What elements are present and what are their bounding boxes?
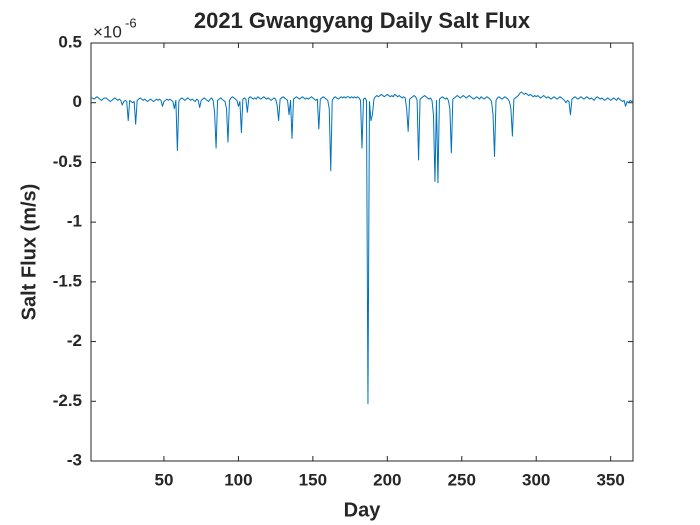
x-tick-label: 150 xyxy=(299,470,327,489)
y-tick-label: -0.5 xyxy=(53,152,82,171)
y-exponent-power: -6 xyxy=(125,15,137,30)
y-tick-label: -3 xyxy=(67,450,82,469)
y-tick-label: 0.5 xyxy=(58,32,82,51)
y-tick-label: 0 xyxy=(73,92,82,111)
x-tick-label: 300 xyxy=(522,470,550,489)
x-tick-label: 350 xyxy=(596,470,624,489)
x-tick-label: 100 xyxy=(224,470,252,489)
y-tick-label: -2 xyxy=(67,331,82,350)
x-axis-label: Day xyxy=(344,499,382,521)
x-tick-label: 50 xyxy=(155,470,174,489)
data-line xyxy=(91,91,634,405)
y-tick-label: -2.5 xyxy=(53,391,82,410)
y-tick-label: -1 xyxy=(67,212,82,231)
x-tick-label: 250 xyxy=(448,470,476,489)
y-tick-label: -1.5 xyxy=(53,271,82,290)
chart-title: 2021 Gwangyang Daily Salt Flux xyxy=(194,8,531,33)
plot-area xyxy=(90,42,634,462)
x-tick-label: 200 xyxy=(373,470,401,489)
y-exponent-base: ×10 xyxy=(93,22,122,41)
y-axis-label: Salt Flux (m/s) xyxy=(18,184,40,321)
